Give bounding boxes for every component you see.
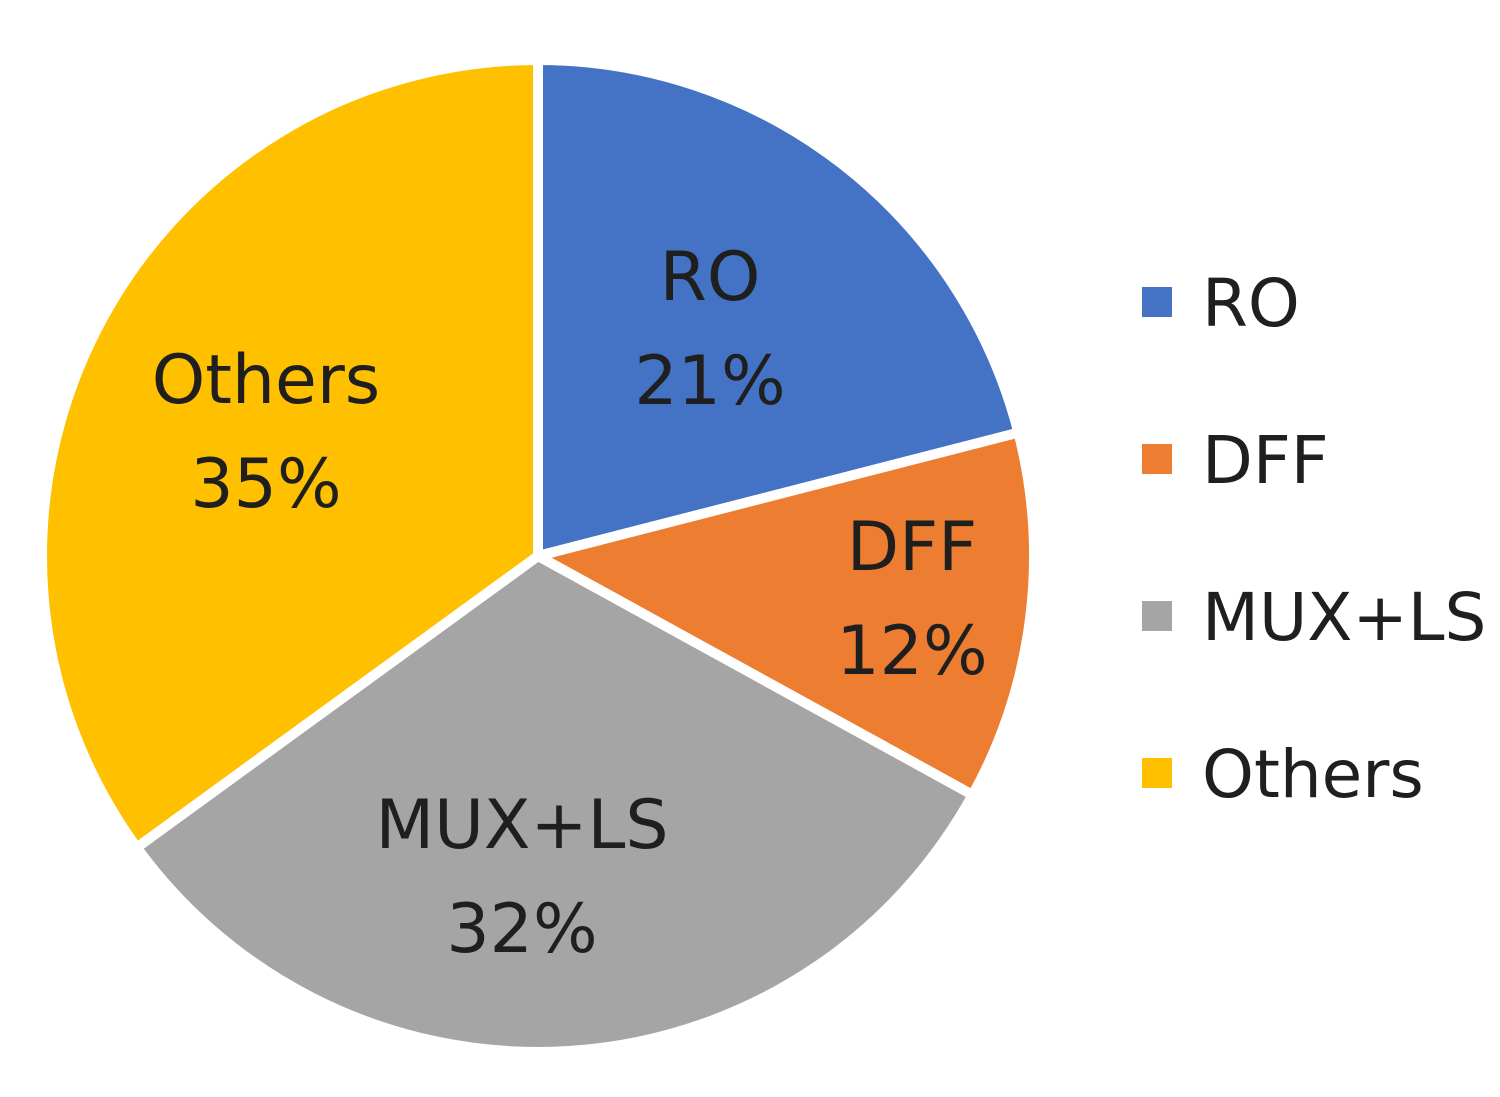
- slice-value-label: 12%: [836, 612, 987, 691]
- legend-swatch: [1142, 444, 1172, 474]
- pie-slice-ro: [533, 55, 1024, 561]
- legend-label: DFF: [1202, 422, 1329, 499]
- pie-slice-dff: [533, 427, 1040, 800]
- pie-slices: [37, 55, 1040, 1057]
- legend-label: RO: [1202, 265, 1300, 342]
- legend-swatch: [1142, 758, 1172, 788]
- legend: RO DFF MUX+LS Others: [1142, 265, 1486, 813]
- legend-swatch: [1142, 601, 1172, 631]
- pie-slice-mux-ls: [131, 551, 978, 1057]
- slice-category-label: Others: [152, 341, 381, 420]
- legend-swatch: [1142, 287, 1172, 317]
- slice-value-label: 32%: [446, 890, 597, 969]
- slice-category-label: MUX+LS: [375, 786, 668, 865]
- pie-slice-others: [37, 55, 543, 853]
- legend-label: MUX+LS: [1202, 579, 1486, 656]
- slice-category-label: DFF: [847, 508, 978, 587]
- slice-labels: RO 21% DFF 12% MUX+LS 32% Others 35%: [152, 238, 988, 969]
- legend-label: Others: [1202, 736, 1424, 813]
- slice-category-label: RO: [660, 238, 761, 317]
- slice-value-label: 35%: [190, 445, 341, 524]
- slice-value-label: 21%: [634, 342, 785, 421]
